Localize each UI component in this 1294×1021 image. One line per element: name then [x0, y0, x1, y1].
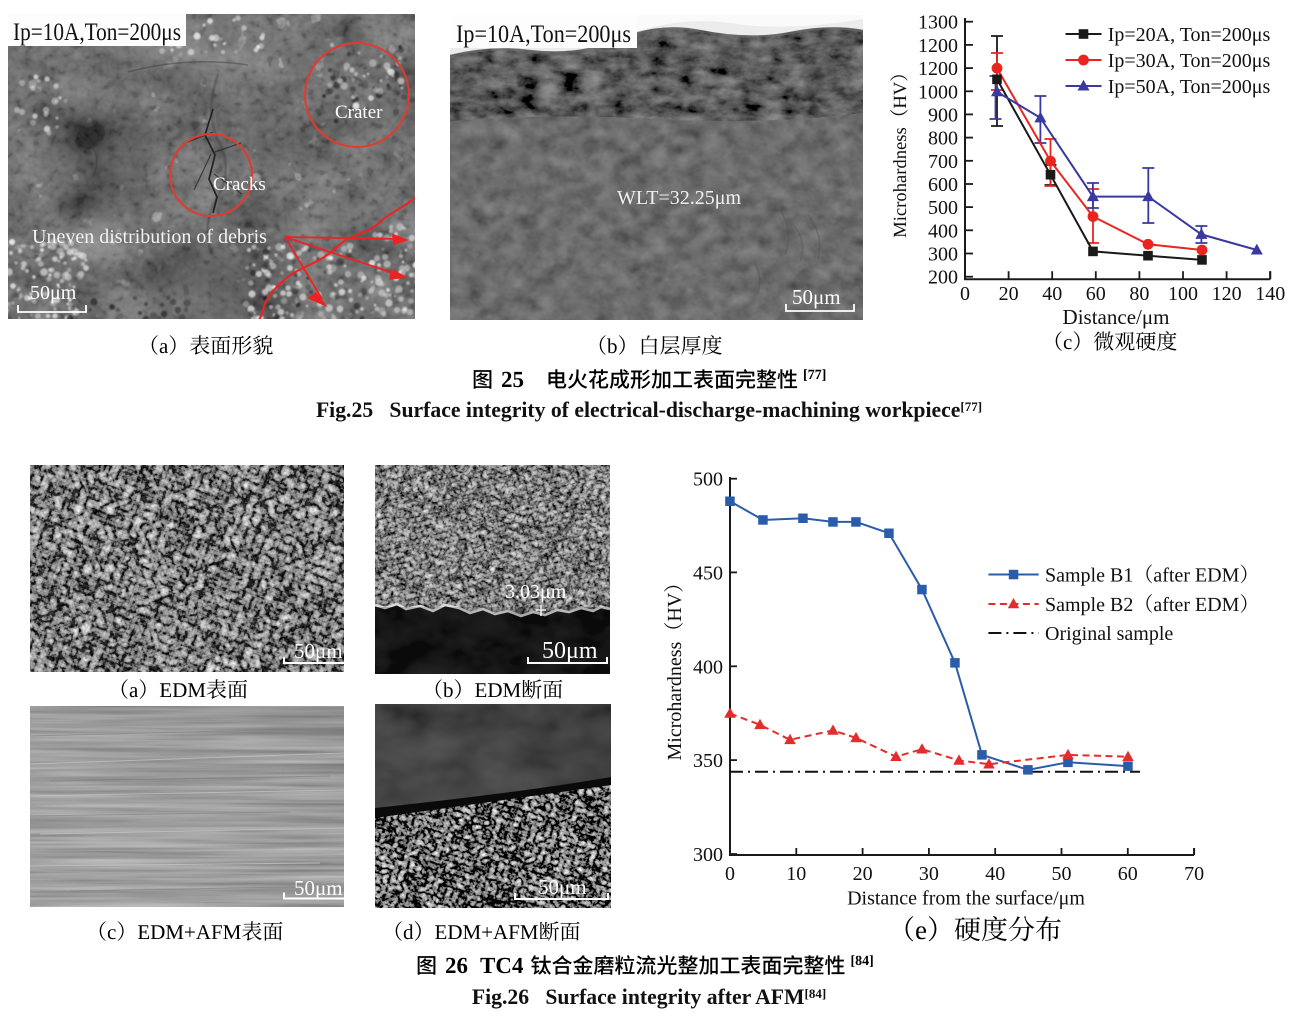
svg-text:10: 10	[786, 863, 806, 885]
svg-text:40: 40	[1042, 283, 1062, 305]
svg-text:Cracks: Cracks	[213, 174, 266, 195]
svg-text:50μm: 50μm	[294, 876, 343, 900]
svg-text:Distance from the surface/μm: Distance from the surface/μm	[847, 888, 1085, 910]
svg-text:3.03μm: 3.03μm	[505, 581, 567, 603]
svg-text:1200: 1200	[918, 58, 958, 80]
svg-text:1300: 1300	[918, 12, 958, 34]
svg-text:400: 400	[928, 220, 958, 242]
svg-text:50: 50	[1052, 863, 1072, 885]
svg-text:Original sample: Original sample	[1045, 623, 1173, 645]
svg-text:50μm: 50μm	[30, 282, 77, 304]
svg-text:70: 70	[1184, 863, 1204, 885]
svg-text:500: 500	[693, 469, 723, 491]
svg-text:50μm: 50μm	[542, 638, 598, 664]
svg-text:200: 200	[928, 267, 958, 289]
svg-text:100: 100	[1168, 283, 1198, 305]
svg-text:600: 600	[928, 174, 958, 196]
svg-text:0: 0	[725, 863, 735, 885]
svg-text:20: 20	[999, 283, 1019, 305]
svg-text:50μm: 50μm	[792, 285, 841, 309]
svg-text:20: 20	[853, 863, 873, 885]
svg-text:50μm: 50μm	[538, 875, 587, 899]
svg-text:Uneven distribution of debris: Uneven distribution of debris	[32, 226, 267, 248]
svg-text:Ip=10A,Ton=200μs: Ip=10A,Ton=200μs	[456, 21, 631, 48]
svg-text:50μm: 50μm	[294, 639, 343, 663]
svg-text:300: 300	[928, 244, 958, 266]
svg-text:900: 900	[928, 104, 958, 126]
svg-text:Ip=10A,Ton=200μs: Ip=10A,Ton=200μs	[13, 19, 181, 46]
svg-text:0: 0	[960, 283, 970, 305]
svg-text:30: 30	[919, 863, 939, 885]
svg-text:1200: 1200	[918, 35, 958, 57]
svg-text:Ip=30A, Ton=200μs: Ip=30A, Ton=200μs	[1108, 50, 1271, 72]
svg-text:300: 300	[693, 844, 723, 866]
svg-text:WLT=32.25μm: WLT=32.25μm	[617, 187, 741, 209]
svg-text:450: 450	[693, 562, 723, 584]
svg-text:400: 400	[693, 656, 723, 678]
svg-text:140: 140	[1255, 283, 1285, 305]
svg-text:350: 350	[693, 750, 723, 772]
svg-text:1000: 1000	[918, 81, 958, 103]
svg-text:60: 60	[1086, 283, 1106, 305]
svg-text:500: 500	[928, 197, 958, 219]
svg-text:Crater: Crater	[335, 102, 383, 123]
svg-text:80: 80	[1129, 283, 1149, 305]
svg-text:800: 800	[928, 128, 958, 150]
svg-text:Ip=50A, Ton=200μs: Ip=50A, Ton=200μs	[1108, 76, 1271, 98]
svg-text:Ip=20A, Ton=200μs: Ip=20A, Ton=200μs	[1108, 24, 1271, 46]
svg-text:700: 700	[928, 151, 958, 173]
svg-text:60: 60	[1118, 863, 1138, 885]
svg-text:Distance/μm: Distance/μm	[1063, 305, 1170, 329]
svg-text:120: 120	[1212, 283, 1242, 305]
svg-text:40: 40	[985, 863, 1005, 885]
